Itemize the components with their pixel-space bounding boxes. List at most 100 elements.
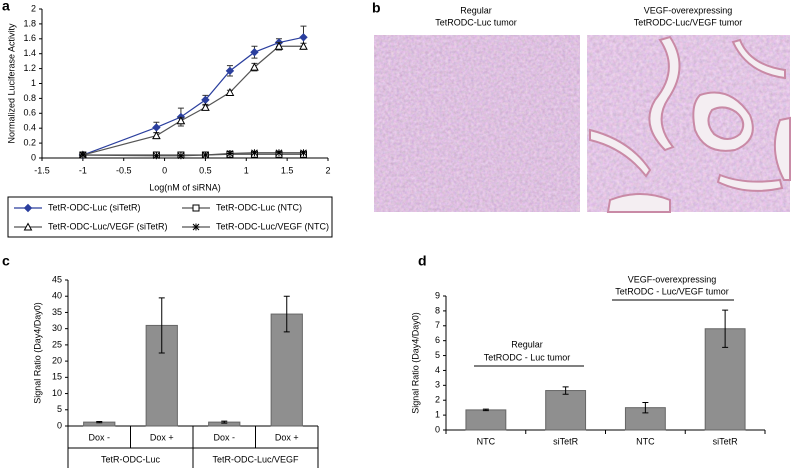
y-tick-label: 1.6 [23,33,36,43]
marker [152,131,161,140]
error-bar [96,420,103,424]
x-tick-label: 0.5 [199,165,212,175]
x-tick-label: siTetR [713,436,739,446]
y-tick-label: 1.8 [23,18,36,28]
x-tick-label: siTetR [553,436,579,446]
y-tick-label: 3 [435,380,440,390]
series-line [82,152,304,157]
annotation: Regular [511,339,543,349]
y-axis-title: Signal Ratio (Day4/Day0) [410,312,420,414]
legend-marker [192,223,200,231]
y-tick-label: 45 [52,274,62,284]
group-label: TetR-ODC-Luc/VEGF [212,454,299,464]
y-tick-label: 0 [57,420,62,430]
x-tick-label: NTC [477,436,496,446]
y-tick-label: 20 [52,355,62,365]
panel-label: c [2,253,10,269]
marker [250,48,259,57]
error-bar [562,386,569,395]
y-axis-title: Normalized Luciferase Activity [6,23,16,144]
y-tick-label: 8 [435,305,440,315]
y-tick-label: 0.4 [23,123,36,133]
y-tick-label: 6 [435,335,440,345]
legend-marker [23,203,33,213]
marker [152,152,160,160]
marker [274,41,284,50]
y-tick-label: 5 [435,350,440,360]
panel-label: b [372,0,381,16]
x-tick-label: 2 [325,165,330,175]
legend-entry: TetR-ODC-Luc (siTetR) [14,202,141,212]
y-tick-label: 10 [52,388,62,398]
y-axis-title: Signal Ratio (Day4/Day0) [32,302,42,404]
y-tick-label: 1 [435,409,440,419]
annotation: TetRODC - Luc/VEGF tumor [615,286,729,296]
histology-image [587,35,791,213]
y-tick-label: 0 [31,152,36,162]
x-tick-label: NTC [636,436,655,446]
error-bar [283,295,290,333]
series-line [82,36,304,156]
legend-label: TetR-ODC-Luc/VEGF (NTC) [216,221,329,231]
bar [465,409,507,431]
x-tick-label: -0.5 [116,165,132,175]
image-caption: TetRODC-Luc/VEGF tumor [634,17,743,27]
y-tick-label: 15 [52,372,62,382]
legend-marker [192,204,200,212]
marker [176,116,186,125]
x-tick-label: Dox - [213,432,235,442]
y-tick-label: 1 [31,78,36,88]
histology-image [374,35,580,212]
annotation: TetRODC - Luc tumor [484,352,571,362]
marker [201,151,209,159]
bar [270,313,303,427]
y-tick-label: 2 [435,395,440,405]
image-caption: Regular [460,5,492,15]
y-tick-label: 1.2 [23,63,36,73]
x-axis-title: Log(nM of siRNA) [149,182,221,192]
error-bar [158,297,165,354]
panel-label: d [418,253,427,269]
y-tick-label: 1.4 [23,48,36,58]
y-tick-label: 25 [52,339,62,349]
y-tick-label: 2 [31,3,36,13]
x-tick-label: Dox + [275,432,299,442]
annotation: VEGF-overexpressing [628,274,717,284]
legend-entry: TetR-ODC-Luc/VEGF (NTC) [182,221,329,231]
marker [225,87,235,96]
panel-label: a [2,0,10,14]
y-tick-label: 0.2 [23,137,36,147]
x-tick-label: 0 [162,165,167,175]
marker [201,102,210,111]
y-tick-label: 5 [57,404,62,414]
marker [250,62,259,71]
x-tick-label: 1 [244,165,249,175]
y-tick-label: 35 [52,307,62,317]
chart-panel: d 0 1 2 3 4 5 6 7 8 9 Signal Ratio (Day4/Day0) NTC si… [410,253,766,446]
x-tick-label: 1.5 [281,165,294,175]
x-tick-label: Dox - [88,432,110,442]
image-caption: VEGF-overexpressing [644,5,733,15]
y-tick-label: 0 [435,424,440,434]
histology-panel: b Regular TetRODC-Luc tumor VEGF-overexp… [372,0,791,213]
legend-entry: TetR-ODC-Luc/VEGF (siTetR) [14,221,168,231]
y-tick-label: 9 [435,290,440,300]
legend-label: TetR-ODC-Luc/VEGF (siTetR) [48,221,168,231]
y-tick-label: 0.6 [23,108,36,118]
marker [177,152,185,160]
marker [299,41,308,50]
legend-entry: TetR-ODC-Luc (NTC) [182,202,302,212]
legend-box [7,196,333,238]
y-tick-label: 30 [52,323,62,333]
group-label: TetR-ODC-Luc [101,454,161,464]
marker [250,149,258,157]
bar [545,390,587,431]
y-tick-label: 0.8 [23,93,36,103]
image-caption: TetRODC-Luc tumor [435,17,517,27]
y-tick-label: 4 [435,365,440,375]
marker [152,123,161,132]
series-line [82,45,304,156]
marker [275,149,283,157]
legend-label: TetR-ODC-Luc (NTC) [216,202,302,212]
x-tick-label: Dox + [150,432,174,442]
